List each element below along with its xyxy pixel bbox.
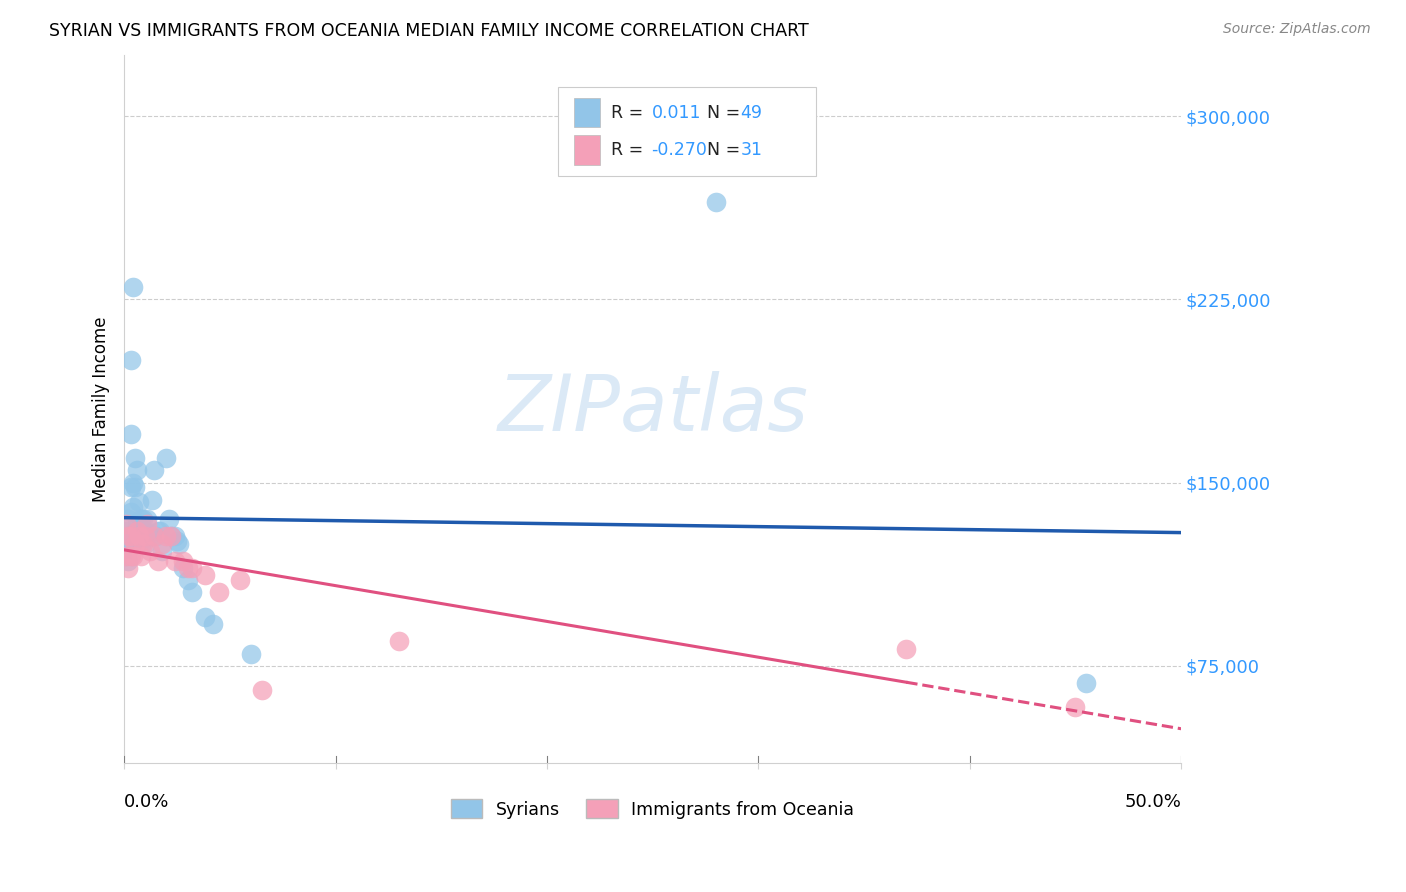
Point <box>896 641 918 656</box>
Text: Source: ZipAtlas.com: Source: ZipAtlas.com <box>1223 22 1371 37</box>
Point <box>117 529 139 543</box>
Point <box>132 536 155 550</box>
Point <box>176 574 198 588</box>
Point <box>193 568 215 582</box>
Point <box>115 524 138 539</box>
Point <box>1074 676 1097 690</box>
Point <box>120 549 142 563</box>
Point <box>138 529 160 543</box>
Point <box>136 512 159 526</box>
Text: 50.0%: 50.0% <box>1125 793 1181 811</box>
Text: 31: 31 <box>741 141 762 159</box>
Text: 0.011: 0.011 <box>651 103 702 121</box>
Text: 0.0%: 0.0% <box>124 793 170 811</box>
Point <box>145 529 167 543</box>
Point <box>146 524 169 539</box>
FancyBboxPatch shape <box>558 87 817 176</box>
Point <box>120 353 142 368</box>
Point <box>149 524 172 539</box>
Point <box>132 512 155 526</box>
Point <box>159 529 181 543</box>
Point <box>159 529 181 543</box>
Point <box>121 549 143 563</box>
Point <box>117 512 139 526</box>
Point <box>180 585 202 599</box>
Point <box>117 561 139 575</box>
Point <box>193 610 215 624</box>
Point <box>150 544 173 558</box>
Point <box>129 549 152 563</box>
FancyBboxPatch shape <box>575 98 600 128</box>
Point <box>124 536 146 550</box>
Point <box>128 495 150 509</box>
Point <box>115 549 138 563</box>
Point <box>115 536 138 550</box>
Point <box>134 524 156 539</box>
Point <box>121 500 143 514</box>
Y-axis label: Median Family Income: Median Family Income <box>93 317 110 502</box>
Point <box>166 534 188 549</box>
Point <box>120 480 142 494</box>
Text: 49: 49 <box>741 103 762 121</box>
Point <box>115 549 138 563</box>
Point <box>124 480 146 494</box>
Point <box>208 585 231 599</box>
Point <box>121 280 143 294</box>
Legend: Syrians, Immigrants from Oceania: Syrians, Immigrants from Oceania <box>444 792 862 826</box>
Point <box>132 532 155 546</box>
Point <box>157 512 180 526</box>
Point <box>128 529 150 543</box>
Point <box>172 554 194 568</box>
Point <box>167 536 190 550</box>
Point <box>163 554 186 568</box>
Point <box>120 505 142 519</box>
Point <box>124 529 146 543</box>
Point <box>115 517 138 532</box>
Point <box>125 463 148 477</box>
Point <box>1064 700 1087 714</box>
Point <box>229 574 252 588</box>
Point <box>117 544 139 558</box>
Point <box>136 517 159 532</box>
Point <box>146 554 169 568</box>
Point <box>129 536 152 550</box>
Point <box>125 517 148 532</box>
Point <box>134 536 156 550</box>
Text: R =: R = <box>612 141 644 159</box>
Point <box>155 529 177 543</box>
FancyBboxPatch shape <box>575 136 600 165</box>
Point <box>142 529 165 543</box>
Point <box>128 524 150 539</box>
Point <box>125 524 148 539</box>
Text: R =: R = <box>612 103 644 121</box>
Point <box>172 561 194 575</box>
Point <box>124 451 146 466</box>
Point <box>201 617 224 632</box>
Point <box>141 492 163 507</box>
Point <box>163 529 186 543</box>
Point <box>138 544 160 558</box>
Text: N =: N = <box>707 103 740 121</box>
Text: SYRIAN VS IMMIGRANTS FROM OCEANIA MEDIAN FAMILY INCOME CORRELATION CHART: SYRIAN VS IMMIGRANTS FROM OCEANIA MEDIAN… <box>49 22 808 40</box>
Point <box>117 554 139 568</box>
Point <box>142 463 165 477</box>
Point <box>388 634 411 648</box>
Point <box>155 451 177 466</box>
Point <box>150 536 173 550</box>
Point <box>250 683 273 698</box>
Point <box>240 647 263 661</box>
Point <box>120 529 142 543</box>
Text: -0.270: -0.270 <box>651 141 707 159</box>
Point <box>117 529 139 543</box>
Text: N =: N = <box>707 141 740 159</box>
Point <box>121 475 143 490</box>
Point <box>176 561 198 575</box>
Point <box>134 529 156 543</box>
Point <box>704 194 727 209</box>
Point <box>180 561 202 575</box>
Point <box>129 512 152 526</box>
Text: ZIPatlas: ZIPatlas <box>498 371 808 447</box>
Point <box>120 426 142 441</box>
